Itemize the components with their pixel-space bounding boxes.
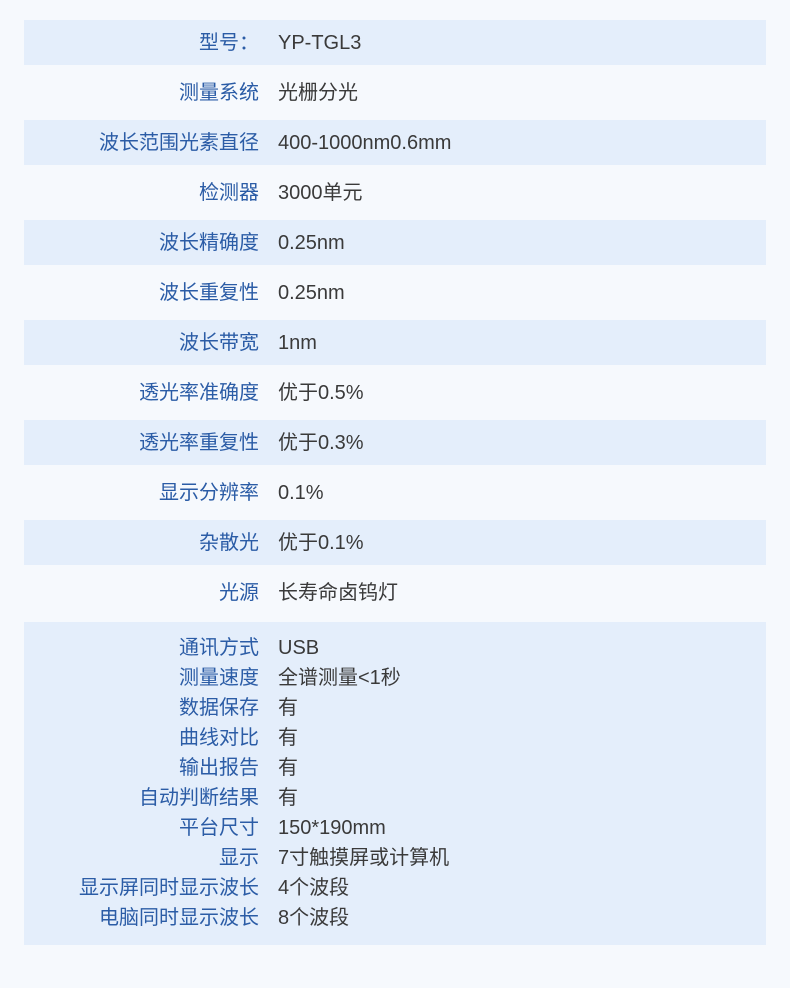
spec-label: 波长带宽 [179, 331, 259, 354]
spec-value: 0.25nm [278, 281, 345, 304]
spec-label: 型号： [199, 31, 259, 54]
spec-value: 有 [278, 727, 298, 749]
spec-value: 光栅分光 [278, 81, 358, 104]
spec-label: 输出报告 [179, 757, 259, 779]
spec-label: 透光率重复性 [139, 431, 259, 454]
spec-label: 波长精确度 [159, 231, 259, 254]
spec-label: 波长重复性 [159, 281, 259, 304]
spec-value: 0.1% [278, 481, 324, 504]
spec-label: 检测器 [199, 181, 259, 204]
spec-value: 4个波段 [278, 877, 350, 899]
spec-row-transmittance-accuracy: 透光率准确度 优于0.5% [24, 365, 766, 420]
spec-label: 显示 [219, 847, 259, 869]
spec-value: 150*190mm [278, 817, 386, 839]
spec-label: 曲线对比 [179, 727, 259, 749]
spec-value: 有 [278, 697, 298, 719]
feature-row-data-save: 数据保存 有 [24, 693, 766, 723]
feature-row-measuring-speed: 测量速度 全谱测量<1秒 [24, 663, 766, 693]
spec-row-transmittance-repeatability: 透光率重复性 优于0.3% [24, 420, 766, 465]
spec-label: 光源 [219, 581, 259, 604]
feature-row-curve-compare: 曲线对比 有 [24, 723, 766, 753]
spec-value: 7寸触摸屏或计算机 [278, 847, 450, 869]
feature-row-platform-size: 平台尺寸 150*190mm [24, 813, 766, 843]
spec-label: 透光率准确度 [139, 381, 259, 404]
feature-row-communication: 通讯方式 USB [24, 633, 766, 663]
spec-value: YP-TGL3 [278, 31, 362, 54]
spec-row-light-source: 光源 长寿命卤钨灯 [24, 565, 766, 620]
spec-value: 0.25nm [278, 231, 345, 254]
spec-row-stray-light: 杂散光 优于0.1% [24, 520, 766, 565]
spec-label: 电脑同时显示波长 [99, 907, 259, 929]
spec-value: 优于0.5% [278, 381, 364, 404]
spec-value: 优于0.3% [278, 431, 364, 454]
spec-value: 优于0.1% [278, 531, 364, 554]
spec-label: 显示屏同时显示波长 [79, 877, 259, 899]
spec-label: 测量系统 [179, 81, 259, 104]
spec-row-wavelength-accuracy: 波长精确度 0.25nm [24, 220, 766, 265]
feature-block: 通讯方式 USB 测量速度 全谱测量<1秒 数据保存 有 曲线对比 有 输出报告… [24, 622, 766, 945]
spec-row-model: 型号： YP-TGL3 [24, 20, 766, 65]
spec-row-bandwidth: 波长带宽 1nm [24, 320, 766, 365]
spec-row-wavelength-repeatability: 波长重复性 0.25nm [24, 265, 766, 320]
spec-value: 400-1000nm0.6mm [278, 131, 452, 154]
feature-row-report-output: 输出报告 有 [24, 753, 766, 783]
spec-label: 平台尺寸 [179, 817, 259, 839]
spec-value: 有 [278, 757, 298, 779]
spec-label: 通讯方式 [179, 637, 259, 659]
spec-label: 数据保存 [179, 697, 259, 719]
spec-row-detector: 检测器 3000单元 [24, 165, 766, 220]
spec-value: 8个波段 [278, 907, 350, 929]
spec-label: 波长范围光素直径 [99, 131, 259, 154]
spec-label: 自动判断结果 [139, 787, 259, 809]
spec-value: 3000单元 [278, 181, 363, 204]
spec-row-display-resolution: 显示分辨率 0.1% [24, 465, 766, 520]
spec-row-measuring-system: 测量系统 光栅分光 [24, 65, 766, 120]
spec-label: 杂散光 [199, 531, 259, 554]
spec-value: 长寿命卤钨灯 [278, 581, 398, 604]
spec-row-wavelength-range: 波长范围光素直径 400-1000nm0.6mm [24, 120, 766, 165]
spec-value: 全谱测量<1秒 [278, 667, 401, 689]
spec-label: 测量速度 [179, 667, 259, 689]
feature-row-display: 显示 7寸触摸屏或计算机 [24, 843, 766, 873]
feature-row-pc-wavelengths: 电脑同时显示波长 8个波段 [24, 903, 766, 933]
feature-row-auto-judge: 自动判断结果 有 [24, 783, 766, 813]
spec-value: 有 [278, 787, 298, 809]
spec-value: USB [278, 637, 320, 659]
feature-row-screen-wavelengths: 显示屏同时显示波长 4个波段 [24, 873, 766, 903]
spec-value: 1nm [278, 331, 317, 354]
spec-label: 显示分辨率 [159, 481, 259, 504]
spec-table: 型号： YP-TGL3 测量系统 光栅分光 波长范围光素直径 400-1000n… [24, 20, 766, 945]
